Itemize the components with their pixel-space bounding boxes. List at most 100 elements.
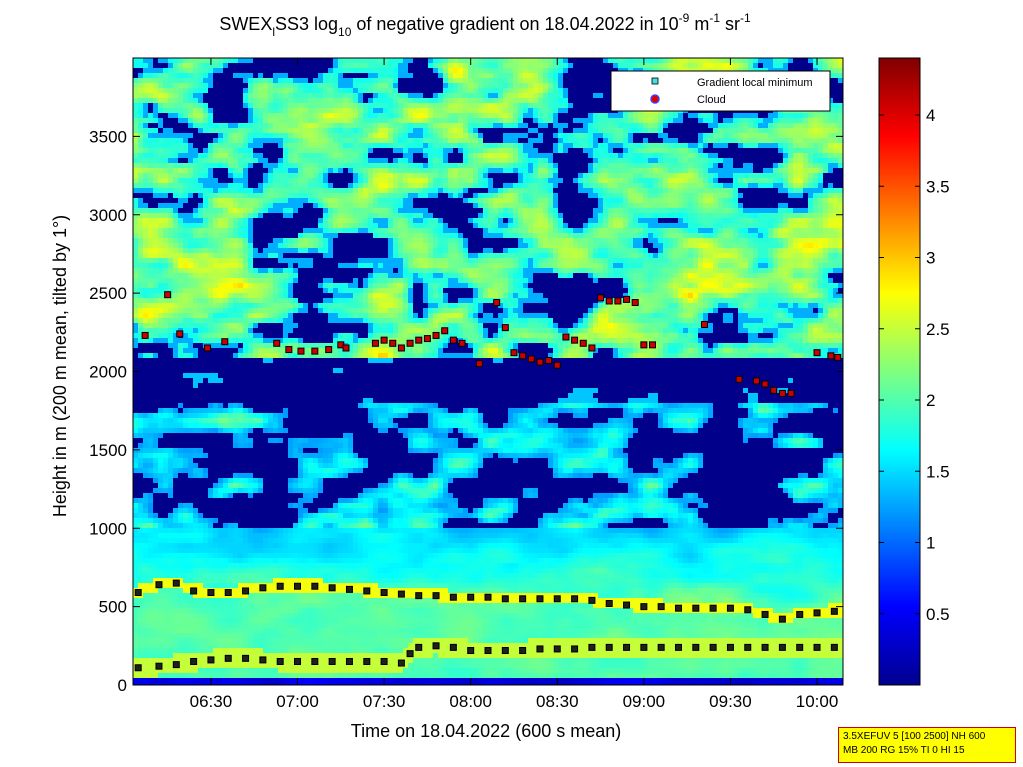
heat-cell bbox=[228, 253, 234, 259]
heat-cell bbox=[178, 208, 184, 214]
heat-cell bbox=[308, 358, 314, 364]
heat-cell bbox=[138, 473, 144, 479]
heat-cell bbox=[238, 493, 244, 499]
heat-cell bbox=[273, 333, 279, 339]
heat-cell bbox=[303, 648, 309, 654]
heat-cell bbox=[288, 178, 294, 184]
heat-cell bbox=[308, 523, 314, 529]
heat-cell bbox=[238, 283, 244, 289]
heat-cell bbox=[323, 563, 329, 569]
heat-cell bbox=[143, 188, 149, 194]
heat-cell bbox=[328, 208, 334, 214]
heat-cell bbox=[148, 598, 154, 604]
heat-cell bbox=[298, 563, 304, 569]
heat-cell bbox=[303, 278, 309, 284]
heat-cell bbox=[228, 178, 234, 184]
heat-cell bbox=[313, 378, 319, 384]
heat-cell bbox=[198, 313, 204, 319]
heat-cell bbox=[278, 343, 284, 349]
heat-cell bbox=[228, 538, 234, 544]
heat-cell bbox=[133, 453, 139, 459]
heat-cell bbox=[288, 528, 294, 534]
heat-cell bbox=[233, 263, 239, 269]
heat-cell bbox=[298, 228, 304, 234]
heat-cell bbox=[208, 563, 214, 569]
heat-cell bbox=[173, 513, 179, 519]
heat-cell bbox=[313, 138, 319, 144]
heat-cell bbox=[228, 113, 234, 119]
heat-cell bbox=[253, 493, 259, 499]
heat-cell bbox=[228, 648, 234, 654]
heat-cell bbox=[258, 153, 264, 159]
heat-cell bbox=[153, 263, 159, 269]
heat-cell bbox=[278, 173, 284, 179]
heat-cell bbox=[268, 278, 274, 284]
heat-cell bbox=[148, 273, 154, 279]
heat-cell bbox=[318, 593, 324, 599]
heat-cell bbox=[148, 558, 154, 564]
heat-cell bbox=[273, 163, 279, 169]
heat-cell bbox=[198, 103, 204, 109]
heat-cell bbox=[188, 278, 194, 284]
heat-cell bbox=[288, 513, 294, 519]
heat-cell bbox=[273, 558, 279, 564]
heat-cell bbox=[228, 268, 234, 274]
heat-cell bbox=[318, 203, 324, 209]
heat-cell bbox=[223, 563, 229, 569]
heat-cell bbox=[193, 648, 199, 654]
heat-cell bbox=[268, 633, 274, 639]
heat-cell bbox=[148, 568, 154, 574]
heat-cell bbox=[288, 393, 294, 399]
heat-cell bbox=[183, 528, 189, 534]
heat-cell bbox=[253, 498, 259, 504]
heat-cell bbox=[193, 188, 199, 194]
heat-cell bbox=[248, 243, 254, 249]
heat-cell bbox=[283, 333, 289, 339]
heat-cell bbox=[133, 388, 139, 394]
heat-cell bbox=[248, 508, 254, 514]
heat-cell bbox=[238, 153, 244, 159]
heat-cell bbox=[208, 393, 214, 399]
heat-cell bbox=[238, 613, 244, 619]
heat-cell bbox=[318, 668, 324, 674]
heat-cell bbox=[163, 658, 169, 664]
heat-cell bbox=[253, 323, 259, 329]
heat-cell bbox=[213, 343, 219, 349]
heat-cell bbox=[148, 678, 154, 684]
heat-cell bbox=[228, 623, 234, 629]
heat-cell bbox=[138, 168, 144, 174]
heat-cell bbox=[243, 143, 249, 149]
heat-cell bbox=[168, 143, 174, 149]
heat-cell bbox=[138, 423, 144, 429]
heat-cell bbox=[263, 58, 269, 64]
heat-cell bbox=[328, 203, 334, 209]
heat-cell bbox=[148, 228, 154, 234]
heat-cell bbox=[158, 268, 164, 274]
heat-cell bbox=[268, 103, 274, 109]
heat-cell bbox=[183, 468, 189, 474]
heat-cell bbox=[163, 673, 169, 679]
heat-cell bbox=[163, 583, 169, 589]
heat-cell bbox=[138, 373, 144, 379]
heat-cell bbox=[173, 373, 179, 379]
heat-cell bbox=[288, 263, 294, 269]
heat-cell bbox=[193, 418, 199, 424]
heat-cell bbox=[178, 363, 184, 369]
heat-cell bbox=[238, 453, 244, 459]
heat-cell bbox=[228, 223, 234, 229]
heat-cell bbox=[258, 138, 264, 144]
heat-cell bbox=[213, 208, 219, 214]
heat-cell bbox=[313, 673, 319, 679]
heat-cell bbox=[258, 418, 264, 424]
heat-cell bbox=[253, 403, 259, 409]
heat-cell bbox=[148, 103, 154, 109]
heat-cell bbox=[193, 348, 199, 354]
heat-cell bbox=[318, 83, 324, 89]
heat-cell bbox=[258, 663, 264, 669]
heat-cell bbox=[153, 333, 159, 339]
heat-cell bbox=[273, 433, 279, 439]
heat-cell bbox=[173, 568, 179, 574]
heat-cell bbox=[313, 643, 319, 649]
heat-cell bbox=[213, 178, 219, 184]
